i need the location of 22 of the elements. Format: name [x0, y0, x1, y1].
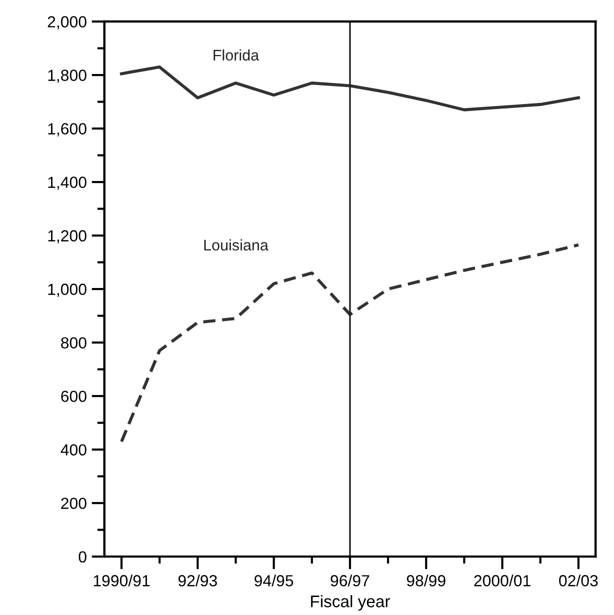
y-tick-label: 2,000 [48, 16, 86, 30]
y-tick-label: 1,600 [48, 123, 86, 136]
x-tick-label: 1990/91 [94, 574, 150, 586]
y-tick-label: 1,400 [48, 176, 86, 190]
y-tick-label: 400 [60, 444, 86, 456]
x-tick-label: 02/03 [559, 574, 598, 586]
text: Louisiana [204, 239, 268, 251]
line-series [120, 65, 580, 112]
y-tick-label: 200 [61, 498, 86, 510]
x-tick-label: 92/93 [178, 574, 217, 586]
y-tick-label: 800 [61, 337, 86, 348]
y-tick-label: 0 [78, 551, 86, 563]
series-label: Florida [214, 49, 260, 61]
y-tick-label: 600 [61, 390, 86, 402]
y-tick-label: 1,000 [48, 284, 86, 297]
x-tick-label: 94/95 [254, 574, 294, 586]
x-tick-label: 2000/01 [474, 574, 530, 586]
x-tick-label: 98/99 [406, 574, 446, 586]
x-tick-label: 96/97 [330, 574, 370, 586]
y-tick-label: 1,800 [48, 70, 86, 83]
y-tick-label: 1,200 [48, 230, 86, 244]
x-axis-title: Fiscal year [311, 595, 390, 611]
